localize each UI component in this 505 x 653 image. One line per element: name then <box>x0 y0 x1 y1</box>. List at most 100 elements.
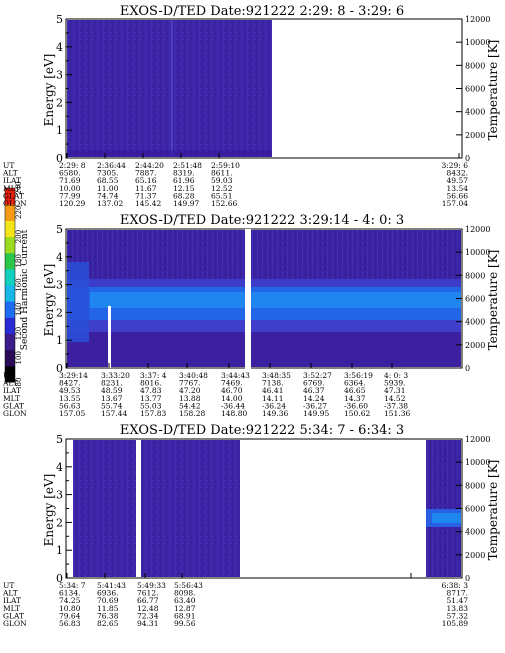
orbit-table-value: 47.31 <box>384 386 405 395</box>
colorbar-swatch <box>5 268 15 286</box>
orbit-table-value: 49.57 <box>447 176 469 185</box>
colorbar-swatch <box>5 301 15 318</box>
orbit-table-value: 5:34: 7 <box>59 581 86 590</box>
colorbar-border <box>4 187 16 383</box>
y-right-tick-label: 12000 <box>465 225 490 234</box>
orbit-table-value: 7612. <box>137 589 158 598</box>
y-right-tick-label: 8000 <box>465 481 485 490</box>
orbit-table-value: 3:56:19 <box>344 371 373 380</box>
orbit-table-value: 46.65 <box>344 386 366 395</box>
orbit-table-value: 65.51 <box>211 191 232 200</box>
orbit-table-value: 8319. <box>173 169 194 178</box>
orbit-table-value: 3:29: 6 <box>441 161 468 170</box>
orbit-table-value: 149.97 <box>173 199 199 208</box>
orbit-table-value: 8717. <box>447 589 468 598</box>
colorbar-tick-label: 100 <box>15 351 23 364</box>
orbit-table-value: 3:44:43 <box>221 371 250 380</box>
orbit-table-value: 56.66 <box>447 191 469 200</box>
panel-1-ylabel-left: Energy [eV] <box>42 54 56 127</box>
y-right-tick-label: 6000 <box>465 295 485 304</box>
orbit-table-value: 14.37 <box>344 394 366 403</box>
panel-2-ylabel-right: Temperature [K] <box>486 250 500 351</box>
orbit-table-value: 120.29 <box>59 199 85 208</box>
orbit-table-value: 8611. <box>211 169 232 178</box>
orbit-table-value: 6769. <box>303 379 324 388</box>
orbit-table-value: 137.02 <box>97 199 123 208</box>
colorbar-swatch <box>5 204 15 221</box>
y-right-tick-label: 4000 <box>465 318 485 327</box>
orbit-table-value: 5:49:33 <box>137 581 166 590</box>
orbit-table-value: 94.31 <box>137 619 158 628</box>
panel-2: EXOS-D/TED Date:921222 3:29:14 - 4: 0: 3… <box>2 213 500 418</box>
panel-2-band-base <box>67 332 461 367</box>
orbit-table-value: -36.27 <box>303 401 327 410</box>
colorbar-tick-label: 200 <box>15 230 23 243</box>
panel-2-ylabel-left: Energy [eV] <box>42 264 56 337</box>
colorbar-swatch <box>5 252 15 270</box>
orbit-table-value: 63.40 <box>174 596 196 605</box>
orbit-table-value: 68.55 <box>97 176 119 185</box>
y-left-tick-label: 5 <box>56 433 63 446</box>
orbit-table-value: 46.37 <box>303 386 325 395</box>
colorbar-swatch <box>5 333 15 351</box>
orbit-row-label: UT <box>3 371 14 380</box>
orbit-table-value: 65.16 <box>135 176 157 185</box>
y-left-tick-label: 5 <box>56 223 63 236</box>
orbit-table-value: 47.20 <box>179 386 201 395</box>
panel-2-orbit-table: UTALTILATMLTGLATGLON3:29:148427.49.5313.… <box>2 371 410 418</box>
panel-2-spike <box>108 306 111 368</box>
orbit-table-value: 8432. <box>447 169 468 178</box>
y-right-tick-label: 6000 <box>465 85 485 94</box>
panel-2-gap <box>245 229 251 369</box>
orbit-table-value: 99.56 <box>174 619 196 628</box>
y-right-tick-label: 12000 <box>465 435 490 444</box>
panel-2-title: EXOS-D/TED Date:921222 3:29:14 - 4: 0: 3 <box>120 213 404 228</box>
panel-2-band-peak <box>90 292 461 308</box>
orbit-table-value: 2:59:10 <box>211 161 240 170</box>
y-right-tick-label: 4000 <box>465 528 485 537</box>
y-right-tick-label: 8000 <box>465 61 485 70</box>
orbit-table-value: 70.69 <box>97 596 119 605</box>
orbit-row-label: MLT <box>3 604 20 613</box>
orbit-table-value: 11.00 <box>97 184 119 193</box>
orbit-table-value: -36.24 <box>262 401 286 410</box>
colorbar-ticks: 80 100 120 140 160 180 200 220 240 <box>15 181 23 386</box>
orbit-table-value: 74.74 <box>97 191 119 200</box>
panel-2-band-lower <box>67 320 461 332</box>
colorbar-swatch <box>5 365 15 383</box>
orbit-table-value: 157.05 <box>59 409 85 418</box>
orbit-row-label: GLAT <box>3 401 24 410</box>
orbit-row-label: ALT <box>2 169 18 178</box>
orbit-table-value: 157.83 <box>140 409 166 418</box>
orbit-table-value: 10.00 <box>59 184 81 193</box>
orbit-table-value: 71.37 <box>135 191 157 200</box>
orbit-table-value: 54.42 <box>179 401 201 410</box>
colorbar: 80 100 120 140 160 180 200 220 240 Second Harmon… <box>4 181 30 386</box>
y-right-tick-label: 10000 <box>465 458 490 467</box>
colorbar-tick-label: 160 <box>15 278 23 291</box>
y-right-tick-label: 2000 <box>465 551 485 560</box>
orbit-table-value: 7887. <box>135 169 156 178</box>
orbit-table-value: 145.42 <box>135 199 161 208</box>
orbit-table-value: 11.85 <box>97 604 119 613</box>
orbit-table-value: 10.80 <box>59 604 81 613</box>
colorbar-tick-label: 120 <box>15 327 23 340</box>
orbit-table-value: 3:29:14 <box>59 371 88 380</box>
orbit-table-value: 6580. <box>59 169 80 178</box>
panel-2-early-segment <box>67 262 89 342</box>
y-left-tick-label: 3 <box>56 69 63 82</box>
orbit-table-value: 13.67 <box>101 394 123 403</box>
orbit-row-label: GLAT <box>3 191 24 200</box>
orbit-table-value: 5:41:43 <box>97 581 126 590</box>
orbit-table-value: 6:38: 3 <box>441 581 468 590</box>
colorbar-swatch <box>5 236 15 254</box>
y-right-tick-label: 2000 <box>465 131 485 140</box>
panel-1-title: EXOS-D/TED Date:921222 2:29: 8 - 3:29: 6 <box>120 4 404 19</box>
orbit-table-value: 8231. <box>101 379 122 388</box>
orbit-table-value: 8098. <box>174 589 195 598</box>
panel-3-axes: 0 1 2 3 4 5 0 2000 4000 6000 8000 10000 12000 <box>56 433 490 585</box>
orbit-table-value: 12.48 <box>137 604 159 613</box>
orbit-table-value: 59.03 <box>211 176 233 185</box>
y-right-tick-label: 12000 <box>465 15 490 24</box>
